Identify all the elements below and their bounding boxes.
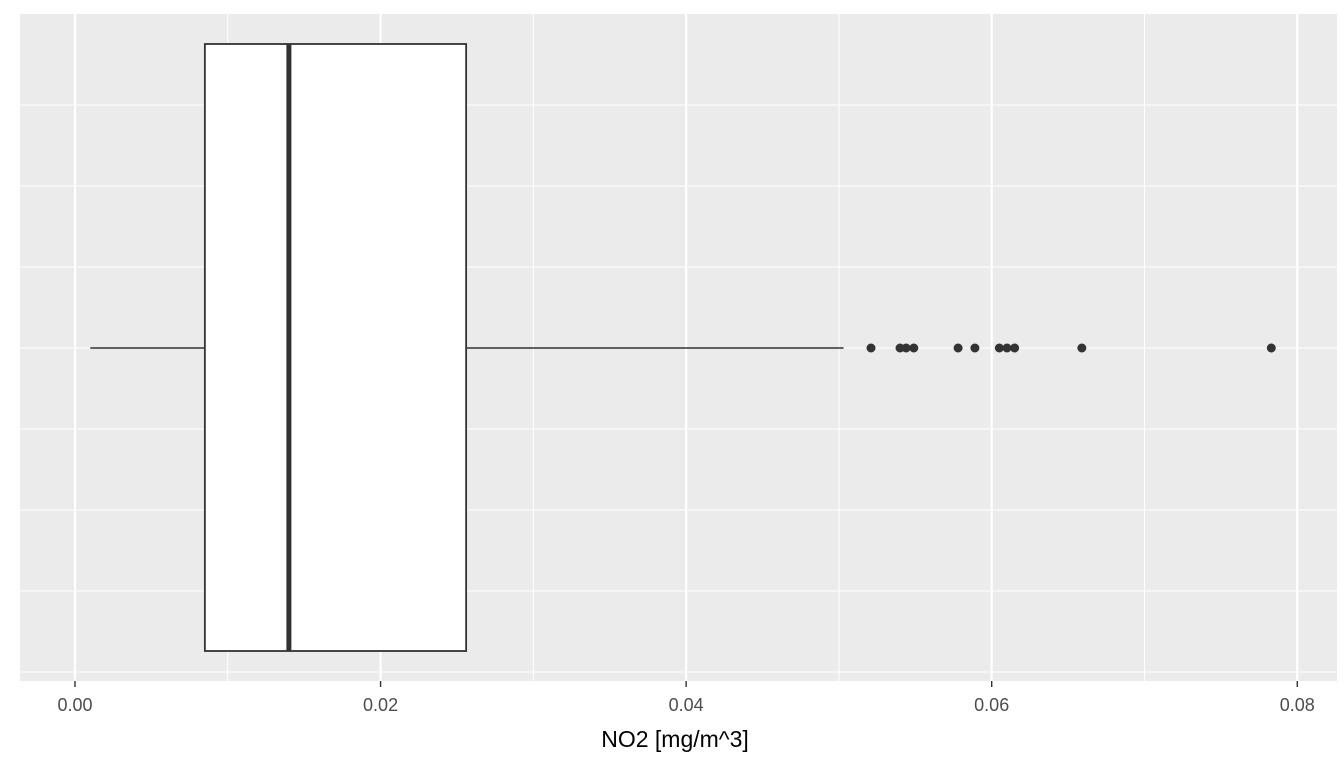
x-axis-ticks: 0.00 0.02 0.04 0.06 0.08 (57, 681, 1315, 715)
outlier-point (994, 343, 1004, 353)
x-tick-label: 0.00 (57, 695, 92, 715)
outlier-points (866, 343, 1276, 353)
box-marks (90, 43, 844, 652)
outlier-point (1002, 343, 1012, 353)
outlier-point (1077, 343, 1087, 353)
outlier-point (970, 343, 980, 353)
outlier-point (1010, 343, 1020, 353)
outlier-point (901, 343, 911, 353)
outlier-point (909, 343, 919, 353)
x-tick-label: 0.08 (1280, 695, 1315, 715)
x-tick-label: 0.02 (363, 695, 398, 715)
x-tick-label: 0.06 (974, 695, 1009, 715)
x-tick-label: 0.04 (669, 695, 704, 715)
outlier-point (866, 343, 876, 353)
outlier-point (953, 343, 963, 353)
interquartile-box (203, 43, 468, 652)
x-axis-title: NO2 [mg/m^3] (601, 726, 749, 752)
outlier-point (1266, 343, 1276, 353)
